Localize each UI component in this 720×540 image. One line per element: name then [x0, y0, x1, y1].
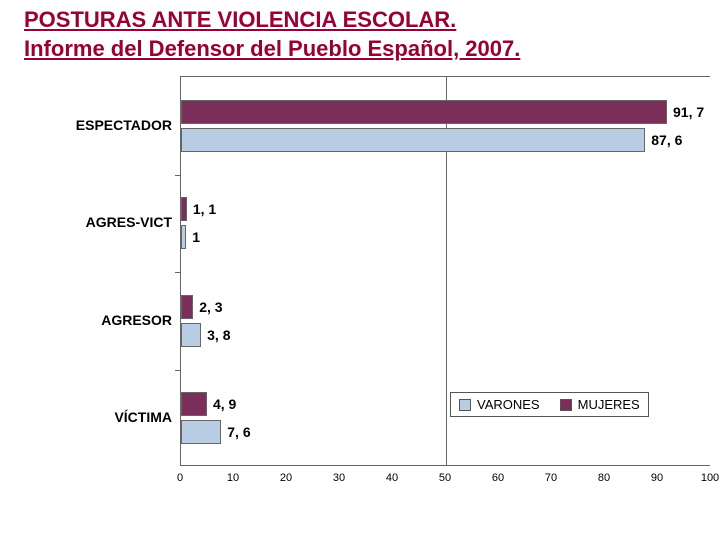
x-tick-label: 90: [651, 472, 663, 484]
legend-swatch-mujeres: [560, 399, 572, 411]
x-tick-label: 100: [701, 472, 719, 484]
chart-title: POSTURAS ANTE VIOLENCIA ESCOLAR. Informe…: [24, 6, 520, 63]
value-label-mujeres: 2, 3: [199, 299, 222, 315]
bar-mujeres: [181, 295, 193, 319]
category-labels-column: ESPECTADOR AGRES-VICT AGRESOR VÍCTIMA: [0, 76, 180, 466]
legend-swatch-varones: [459, 399, 471, 411]
category-label: VÍCTIMA: [114, 409, 172, 425]
value-label-varones: 7, 6: [227, 424, 250, 440]
bar-mujeres: [181, 392, 207, 416]
value-label-mujeres: 4, 9: [213, 396, 236, 412]
x-tick-label: 60: [492, 472, 504, 484]
value-label-mujeres: 1, 1: [193, 201, 216, 217]
bar-varones: [181, 225, 186, 249]
x-tick-label: 40: [386, 472, 398, 484]
bar-varones: [181, 420, 221, 444]
x-axis: 0102030405060708090100: [180, 468, 710, 498]
category-label: AGRESOR: [101, 312, 172, 328]
category-separator: [175, 175, 181, 176]
category-separator: [175, 272, 181, 273]
category-label: AGRES-VICT: [86, 214, 172, 230]
legend-label-varones: VARONES: [477, 397, 540, 412]
bar-varones: [181, 128, 645, 152]
title-line-1: POSTURAS ANTE VIOLENCIA ESCOLAR.: [24, 7, 456, 32]
bar-mujeres: [181, 100, 667, 124]
legend-label-mujeres: MUJERES: [578, 397, 640, 412]
legend: VARONES MUJERES: [450, 392, 649, 417]
value-label-varones: 3, 8: [207, 327, 230, 343]
category-label: ESPECTADOR: [76, 117, 172, 133]
x-tick-label: 50: [439, 472, 451, 484]
value-label-varones: 1: [192, 229, 200, 245]
title-line-2: Informe del Defensor del Pueblo Español,…: [24, 36, 520, 61]
chart-container: ESPECTADOR AGRES-VICT AGRESOR VÍCTIMA 91, 7…: [0, 76, 720, 506]
x-tick-label: 80: [598, 472, 610, 484]
bar-mujeres: [181, 197, 187, 221]
x-tick-label: 70: [545, 472, 557, 484]
bar-varones: [181, 323, 201, 347]
x-tick-label: 30: [333, 472, 345, 484]
category-separator: [175, 370, 181, 371]
x-tick-label: 0: [177, 472, 183, 484]
x-tick-label: 10: [227, 472, 239, 484]
value-label-varones: 87, 6: [651, 132, 682, 148]
x-tick-label: 20: [280, 472, 292, 484]
value-label-mujeres: 91, 7: [673, 104, 704, 120]
